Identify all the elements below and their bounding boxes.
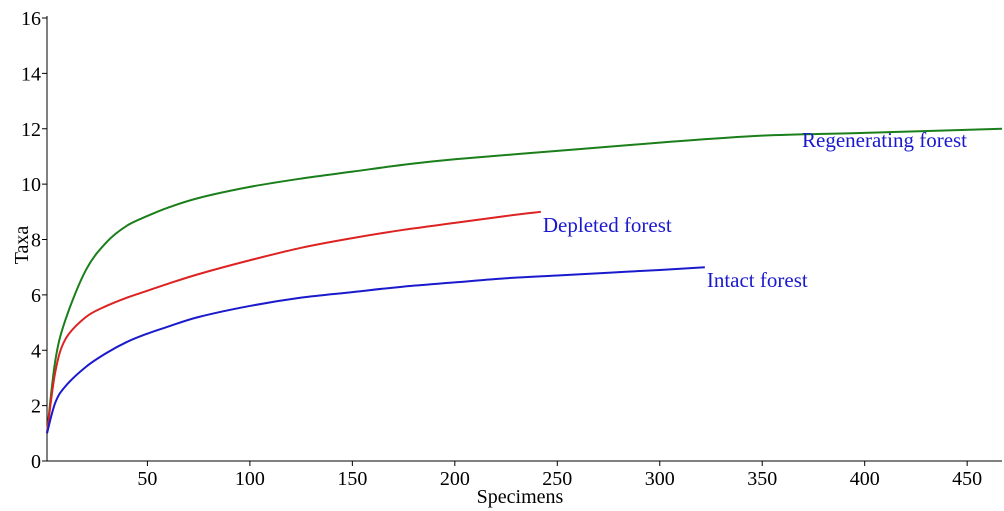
series-label-intact-forest: Intact forest [707, 268, 808, 292]
series-label-regenerating-forest: Regenerating forest [802, 128, 967, 152]
x-tick-label: 300 [645, 468, 675, 490]
series-labels: Regenerating forest Depleted forest Intact… [543, 128, 967, 292]
series-line-depleted-forest [46, 210, 542, 434]
y-axis-title: Taxa [11, 226, 33, 265]
y-tick-label: 4 [31, 340, 41, 362]
x-tick-label: 450 [952, 468, 982, 490]
y-tick-label: 10 [21, 174, 41, 196]
y-tick-label: 12 [21, 119, 41, 141]
series-label-depleted-forest: Depleted forest [543, 213, 672, 237]
y-tick-label: 6 [31, 285, 41, 307]
y-tick-label: 14 [21, 63, 41, 85]
x-tick-label: 150 [337, 468, 367, 490]
x-tick-label: 100 [235, 468, 265, 490]
x-tick-label: 400 [850, 468, 880, 490]
x-tick-label: 50 [137, 468, 157, 490]
series-line-intact-forest [46, 266, 705, 434]
x-tick-label: 250 [542, 468, 572, 490]
y-tick-label: 0 [31, 451, 41, 473]
axes: 0 2 4 6 8 10 12 14 16 50 100 150 200 250 300 350 400 450 [21, 8, 1002, 490]
x-tick-label: 350 [747, 468, 777, 490]
x-tick-label: 200 [440, 468, 470, 490]
series-layer [46, 127, 1003, 434]
x-axis-title: Specimens [477, 486, 564, 508]
series-line-regenerating-forest [46, 127, 1003, 434]
y-tick-label: 8 [31, 230, 41, 252]
y-tick-label: 2 [31, 396, 41, 418]
y-tick-label: 16 [21, 8, 41, 30]
